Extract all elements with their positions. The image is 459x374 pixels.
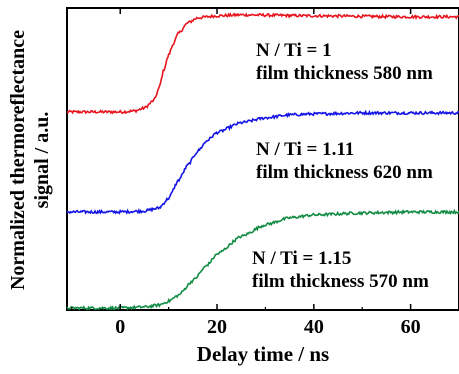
y-axis-label-line1: Normalized thermoreflectance [7,30,29,290]
series-line-3 [66,208,459,312]
series-label-3-composition: N / Ti = 1.15 [252,248,351,269]
series-line-2 [66,109,459,215]
plot-frame [66,7,459,311]
series-label-2-composition: N / Ti = 1.11 [256,139,354,160]
series-label-1-thickness: film thickness 580 nm [256,63,433,84]
x-tick-label: 40 [304,316,324,338]
series-layer [66,12,459,312]
tick-layer: 0 20 40 60 [71,8,459,338]
y-axis-label-line2: signal / a.u. [31,112,53,209]
x-tick-label: 60 [401,316,421,338]
series-label-2-thickness: film thickness 620 nm [256,162,433,183]
series-label-1-composition: N / Ti = 1 [256,40,332,61]
x-tick-label: 0 [115,316,125,338]
series-line-1 [66,12,459,115]
x-tick-label: 20 [207,316,227,338]
x-axis-label: Delay time / ns [197,342,329,366]
series-label-3-thickness: film thickness 570 nm [252,271,429,292]
